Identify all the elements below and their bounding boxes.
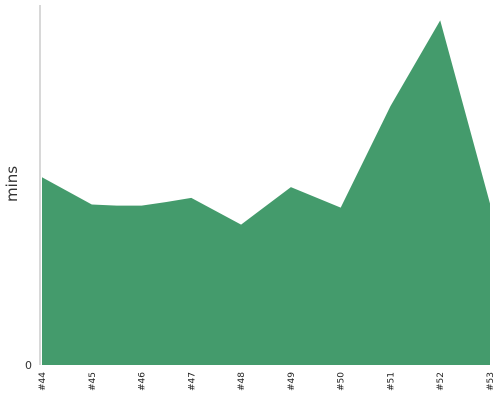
x-tick-label: #50 <box>337 372 347 391</box>
x-tick-label: #53 <box>486 372 496 391</box>
x-tick-label: #49 <box>287 372 297 391</box>
x-tick-label: #46 <box>138 372 148 391</box>
x-tick-label: #45 <box>88 372 98 391</box>
y-axis-label: mins <box>3 166 21 202</box>
x-tick-label: #52 <box>436 372 446 391</box>
x-tick-label: #47 <box>187 372 197 391</box>
x-tick-label: #48 <box>237 372 247 391</box>
x-tick-label: #51 <box>386 372 396 391</box>
series-area <box>42 20 490 366</box>
x-tick-label: #44 <box>38 372 48 391</box>
x-tick-labels: #44 #45 #46 #47 #48 #49 #50 #51 #52 #53 <box>38 372 496 391</box>
y-tick-label: 0 <box>25 359 32 372</box>
